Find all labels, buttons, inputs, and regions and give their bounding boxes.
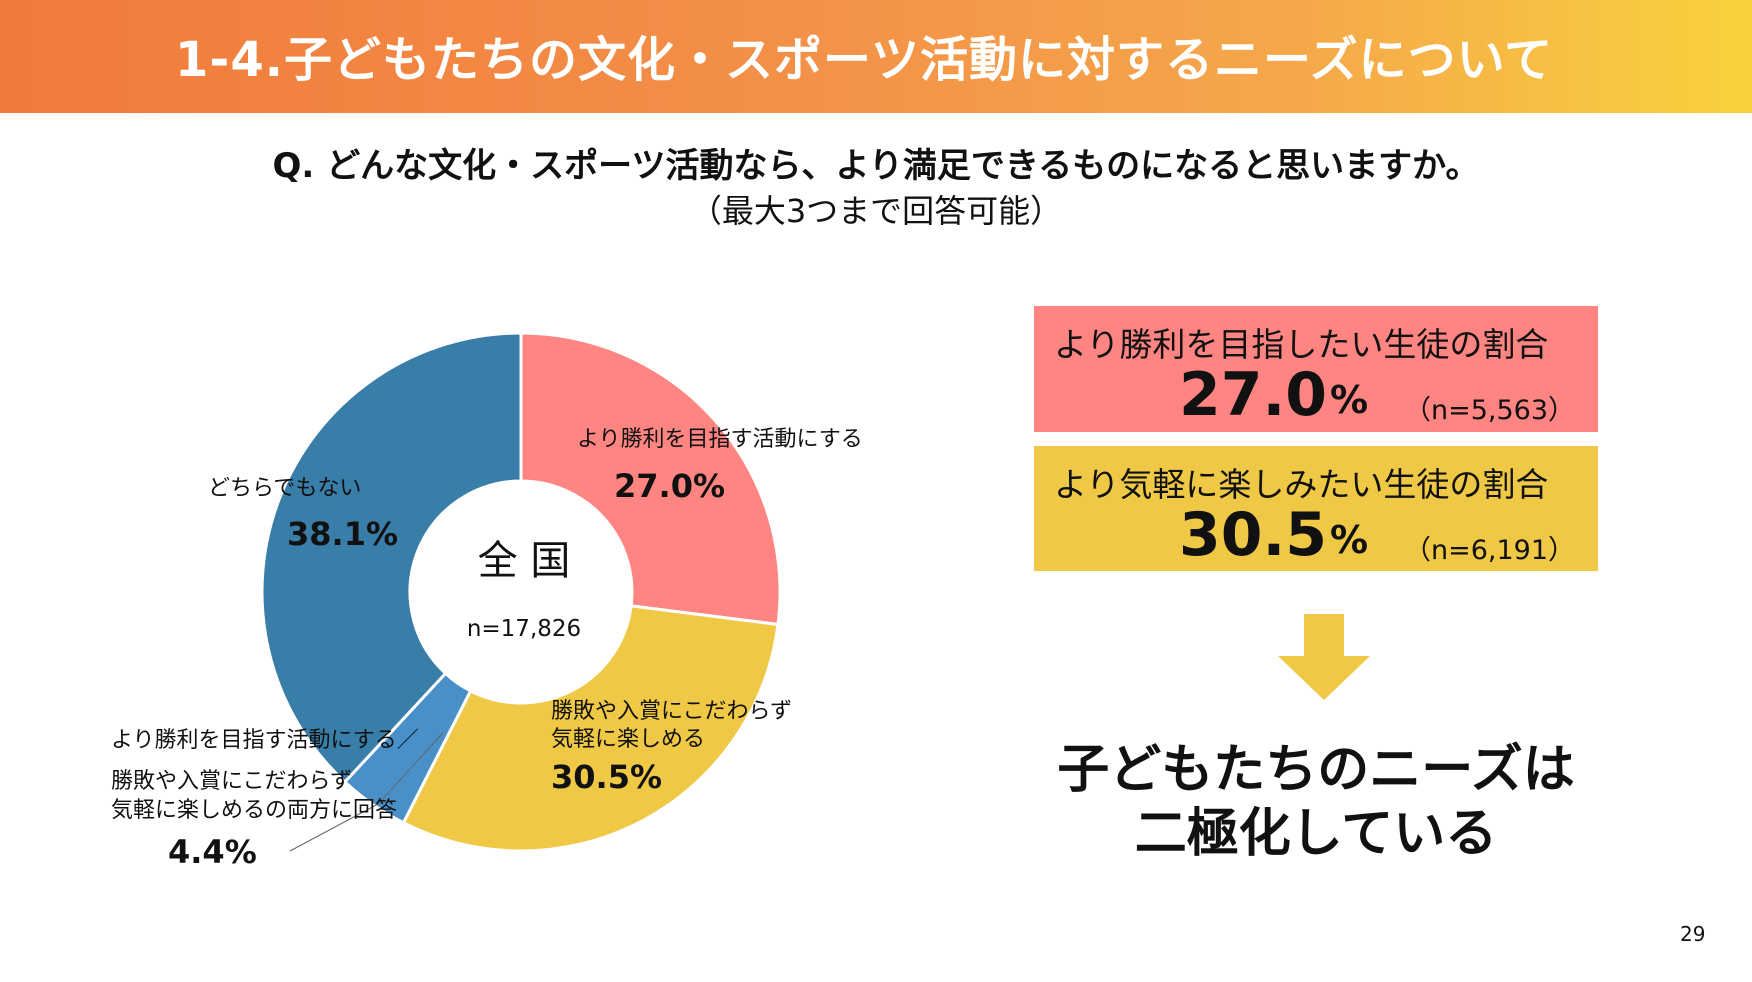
slice-value-both: 4.4%: [168, 833, 257, 871]
slice-label-win: より勝利を目指す活動にする: [577, 427, 863, 452]
casual-ratio-value: 30.5: [1179, 500, 1328, 570]
casual-ratio-box: より気軽に楽しみたい生徒の割合 30.5 % （n=6,191）: [1034, 446, 1598, 571]
conclusion-line2: 二極化している: [1134, 804, 1498, 864]
slice-label-casual-line1: 勝敗や入賞にこだわらず: [551, 699, 792, 724]
slice-label-neither: どちらでもない: [208, 476, 361, 501]
casual-ratio-label: より気軽に楽しみたい生徒の割合: [1054, 465, 1549, 504]
slice-value-win: 27.0%: [614, 467, 725, 505]
slice-label-both-line1: より勝利を目指す活動にする／: [111, 728, 419, 753]
question-note: （最大3つまで回答可能）: [689, 192, 1063, 230]
leader-line-line2: [289, 803, 379, 852]
slice-label-both-line3: 気軽に楽しめるの両方に回答: [111, 798, 397, 823]
win-ratio-box: より勝利を目指したい生徒の割合 27.0 % （n=5,563）: [1034, 306, 1598, 432]
page-title: 1-4.子どもたちの文化・スポーツ活動に対するニーズについて: [175, 32, 1554, 88]
casual-ratio-unit: %: [1330, 518, 1369, 562]
slice-value-neither: 38.1%: [287, 515, 398, 553]
arrow-down-icon: [1278, 614, 1370, 700]
slice-label-both-line2: 勝敗や入賞にこだわらず: [111, 769, 352, 794]
question-text: Q. どんな文化・スポーツ活動なら、より満足できるものになると思いますか。: [272, 146, 1480, 186]
header-bar: 1-4.子どもたちの文化・スポーツ活動に対するニーズについて: [0, 0, 1752, 113]
slice-win: [519, 331, 782, 627]
casual-ratio-n: （n=6,191）: [1404, 535, 1576, 566]
win-ratio-unit: %: [1330, 378, 1369, 422]
leader-line-line1: [377, 732, 444, 805]
conclusion-text: 子どもたちのニーズは 二極化している: [1034, 738, 1598, 866]
donut-slices: [260, 331, 782, 853]
slice-casual: [401, 604, 780, 853]
conclusion-line1: 子どもたちのニーズは: [1057, 740, 1575, 800]
page-number: 29: [1680, 922, 1706, 946]
donut-center-label: 全 国: [478, 538, 571, 584]
win-ratio-label: より勝利を目指したい生徒の割合: [1054, 325, 1549, 364]
slice-neither: [260, 331, 523, 785]
win-ratio-n: （n=5,563）: [1404, 395, 1576, 426]
win-ratio-value: 27.0: [1179, 360, 1328, 430]
slice-value-casual: 30.5%: [551, 758, 662, 796]
donut-center-n: n=17,826: [467, 616, 581, 642]
slice-label-casual-line2: 気軽に楽しめる: [551, 727, 705, 752]
